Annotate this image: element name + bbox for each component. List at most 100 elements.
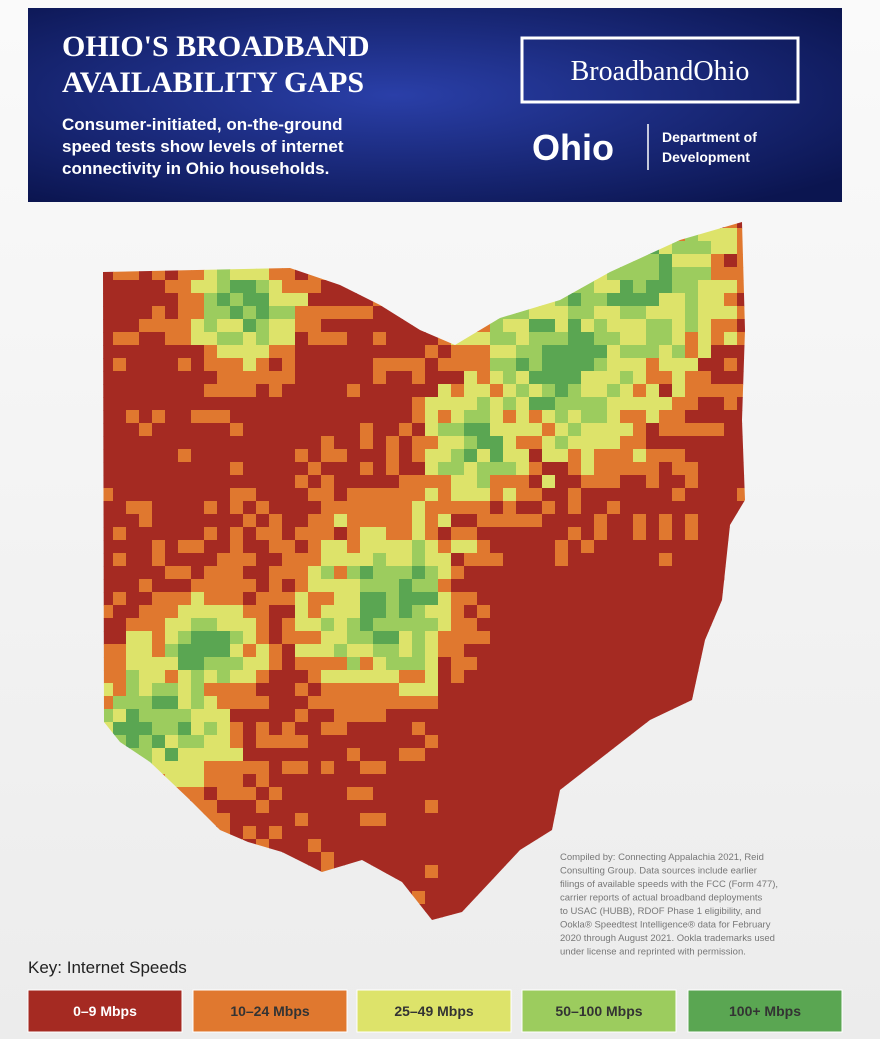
map-cell xyxy=(152,345,166,359)
map-cell xyxy=(529,852,543,866)
map-cell xyxy=(425,683,439,697)
map-cell xyxy=(477,592,491,606)
map-cell xyxy=(620,475,634,489)
map-cell xyxy=(243,800,257,814)
map-cell xyxy=(360,852,374,866)
map-cell xyxy=(685,605,699,619)
map-cell xyxy=(594,306,608,320)
map-cell xyxy=(451,761,465,775)
map-cell xyxy=(672,319,686,333)
map-cell xyxy=(737,319,745,333)
map-cell xyxy=(204,410,218,424)
map-cell xyxy=(217,514,231,528)
map-cell xyxy=(568,222,582,229)
map-cell xyxy=(321,397,335,411)
map-cell xyxy=(633,280,647,294)
map-cell xyxy=(737,605,745,619)
map-cell xyxy=(425,306,439,320)
map-cell xyxy=(477,748,491,762)
map-cell xyxy=(620,423,634,437)
subtitle: Consumer-initiated, on-the-ground xyxy=(62,115,342,134)
map-cell xyxy=(438,475,452,489)
map-cell xyxy=(165,358,179,372)
map-cell xyxy=(191,644,205,658)
map-cell xyxy=(737,787,745,801)
map-cell xyxy=(321,540,335,554)
map-cell xyxy=(334,228,348,242)
map-cell xyxy=(230,397,244,411)
map-cell xyxy=(516,787,530,801)
map-cell xyxy=(295,839,309,853)
map-cell xyxy=(360,683,374,697)
map-cell xyxy=(256,540,270,554)
map-cell xyxy=(737,384,745,398)
source-line: under license and reprinted with permiss… xyxy=(560,947,746,958)
map-cell xyxy=(204,787,218,801)
map-cell xyxy=(243,319,257,333)
map-cell xyxy=(646,553,660,567)
map-cell xyxy=(243,657,257,671)
map-cell xyxy=(282,371,296,385)
map-cell xyxy=(152,605,166,619)
map-cell xyxy=(347,605,361,619)
map-cell xyxy=(685,800,699,814)
map-cell xyxy=(581,670,595,684)
map-cell xyxy=(191,865,205,879)
map-cell xyxy=(178,683,192,697)
map-cell xyxy=(152,670,166,684)
map-cell xyxy=(646,761,660,775)
map-cell xyxy=(217,787,231,801)
map-cell xyxy=(542,709,556,723)
map-cell xyxy=(103,605,114,619)
map-cell xyxy=(373,449,387,463)
map-cell xyxy=(113,371,127,385)
map-cell xyxy=(269,618,283,632)
map-cell xyxy=(503,904,517,918)
map-cell xyxy=(412,891,426,905)
map-cell xyxy=(672,280,686,294)
map-cell xyxy=(646,319,660,333)
map-cell xyxy=(126,592,140,606)
map-cell xyxy=(360,345,374,359)
map-cell xyxy=(464,917,478,920)
map-cell xyxy=(503,449,517,463)
map-cell xyxy=(217,852,231,866)
map-cell xyxy=(438,878,452,892)
map-cell xyxy=(126,553,140,567)
map-cell xyxy=(204,878,218,892)
map-cell xyxy=(347,657,361,671)
map-cell xyxy=(360,839,374,853)
map-cell xyxy=(568,384,582,398)
map-cell xyxy=(165,774,179,788)
map-cell xyxy=(113,592,127,606)
map-cell xyxy=(412,540,426,554)
map-cell xyxy=(659,670,673,684)
map-cell xyxy=(230,384,244,398)
map-cell xyxy=(295,319,309,333)
map-cell xyxy=(659,319,673,333)
map-cell xyxy=(464,904,478,918)
map-cell xyxy=(412,839,426,853)
map-cell xyxy=(555,358,569,372)
map-cell xyxy=(152,644,166,658)
map-cell xyxy=(620,462,634,476)
map-cell xyxy=(477,228,491,242)
map-cell xyxy=(490,852,504,866)
map-cell xyxy=(386,306,400,320)
map-cell xyxy=(438,644,452,658)
map-cell xyxy=(438,228,452,242)
map-cell xyxy=(620,813,634,827)
map-cell xyxy=(607,644,621,658)
map-cell xyxy=(503,592,517,606)
map-cell xyxy=(256,553,270,567)
map-cell xyxy=(646,592,660,606)
map-cell xyxy=(386,865,400,879)
map-cell xyxy=(113,397,127,411)
map-cell xyxy=(425,878,439,892)
map-cell xyxy=(490,241,504,255)
map-cell xyxy=(256,436,270,450)
map-cell xyxy=(438,904,452,918)
map-cell xyxy=(269,410,283,424)
map-cell xyxy=(103,410,114,424)
map-cell xyxy=(438,436,452,450)
